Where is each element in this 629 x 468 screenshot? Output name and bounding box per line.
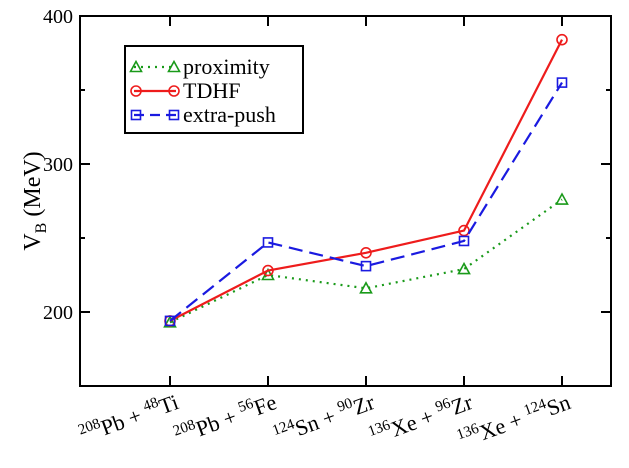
- y-axis-label-main: V: [20, 233, 46, 251]
- data-point-proximity: [163, 315, 177, 328]
- data-point-TDHF: [262, 264, 274, 277]
- legend-label-proximity: proximity: [183, 54, 270, 79]
- mass-number: 90: [335, 395, 355, 415]
- x-tick-label: 124Sn + 90Zr: [270, 388, 378, 449]
- plot-frame: [79, 15, 612, 387]
- y-axis-label-sub: B: [33, 223, 50, 234]
- legend-box: [124, 45, 304, 134]
- y-axis-label-unit: (MeV): [20, 151, 46, 222]
- x-tick-label: 208Pb + 56Fe: [171, 388, 280, 449]
- legend-marker-extra-push: [130, 109, 142, 121]
- data-point-TDHF: [556, 33, 568, 46]
- x-tick-label: 208Pb + 48Ti: [76, 388, 182, 448]
- mass-number: 136: [455, 421, 482, 444]
- mass-number: 124: [270, 416, 297, 439]
- element-symbol: Pb +: [98, 401, 150, 440]
- y-tick-label: 200: [43, 302, 73, 324]
- legend-marker-extra-push: [168, 109, 180, 121]
- element-symbol: Fe: [250, 389, 279, 420]
- data-point-extra-push: [164, 315, 176, 327]
- element-symbol: Pb +: [193, 402, 245, 441]
- data-point-proximity: [457, 261, 471, 275]
- series-line-extra-push: [169, 82, 563, 322]
- x-tick-label: 136Xe + 124Sn: [455, 388, 574, 453]
- mass-number: 136: [366, 417, 393, 440]
- data-point-extra-push: [360, 260, 372, 272]
- element-symbol: Xe +: [476, 405, 531, 445]
- y-tick-label: 400: [43, 6, 73, 28]
- legend-marker-TDHF: [130, 85, 142, 97]
- legend-marker-TDHF: [168, 85, 180, 97]
- mass-number: 48: [141, 395, 161, 415]
- data-point-extra-push: [556, 77, 568, 88]
- legend-marker-proximity: [167, 59, 181, 73]
- mass-number: 208: [171, 417, 198, 440]
- element-symbol: Sn: [543, 389, 573, 420]
- y-axis-label: VB (MeV): [20, 151, 50, 250]
- element-symbol: Zr: [448, 389, 477, 420]
- mass-number: 124: [522, 396, 549, 419]
- series-layer: [163, 33, 569, 328]
- legend-marker-proximity: [129, 59, 143, 73]
- element-symbol: Zr: [350, 389, 379, 420]
- data-point-TDHF: [458, 224, 470, 237]
- data-point-proximity: [555, 192, 569, 205]
- element-symbol: Sn +: [292, 401, 344, 440]
- element-symbol: Xe +: [387, 401, 442, 441]
- data-point-TDHF: [360, 247, 372, 259]
- mass-number: 208: [76, 416, 103, 439]
- mass-number: 96: [433, 395, 453, 415]
- data-point-extra-push: [458, 235, 470, 247]
- y-tick-label: 300: [43, 154, 73, 176]
- mass-number: 56: [236, 396, 256, 416]
- data-point-proximity: [359, 281, 373, 294]
- data-point-extra-push: [262, 237, 274, 248]
- legend-label-TDHF: TDHF: [183, 78, 240, 103]
- series-line-TDHF: [169, 39, 563, 322]
- legend-label-extra-push: extra-push: [183, 102, 276, 127]
- element-symbol: Ti: [156, 389, 182, 419]
